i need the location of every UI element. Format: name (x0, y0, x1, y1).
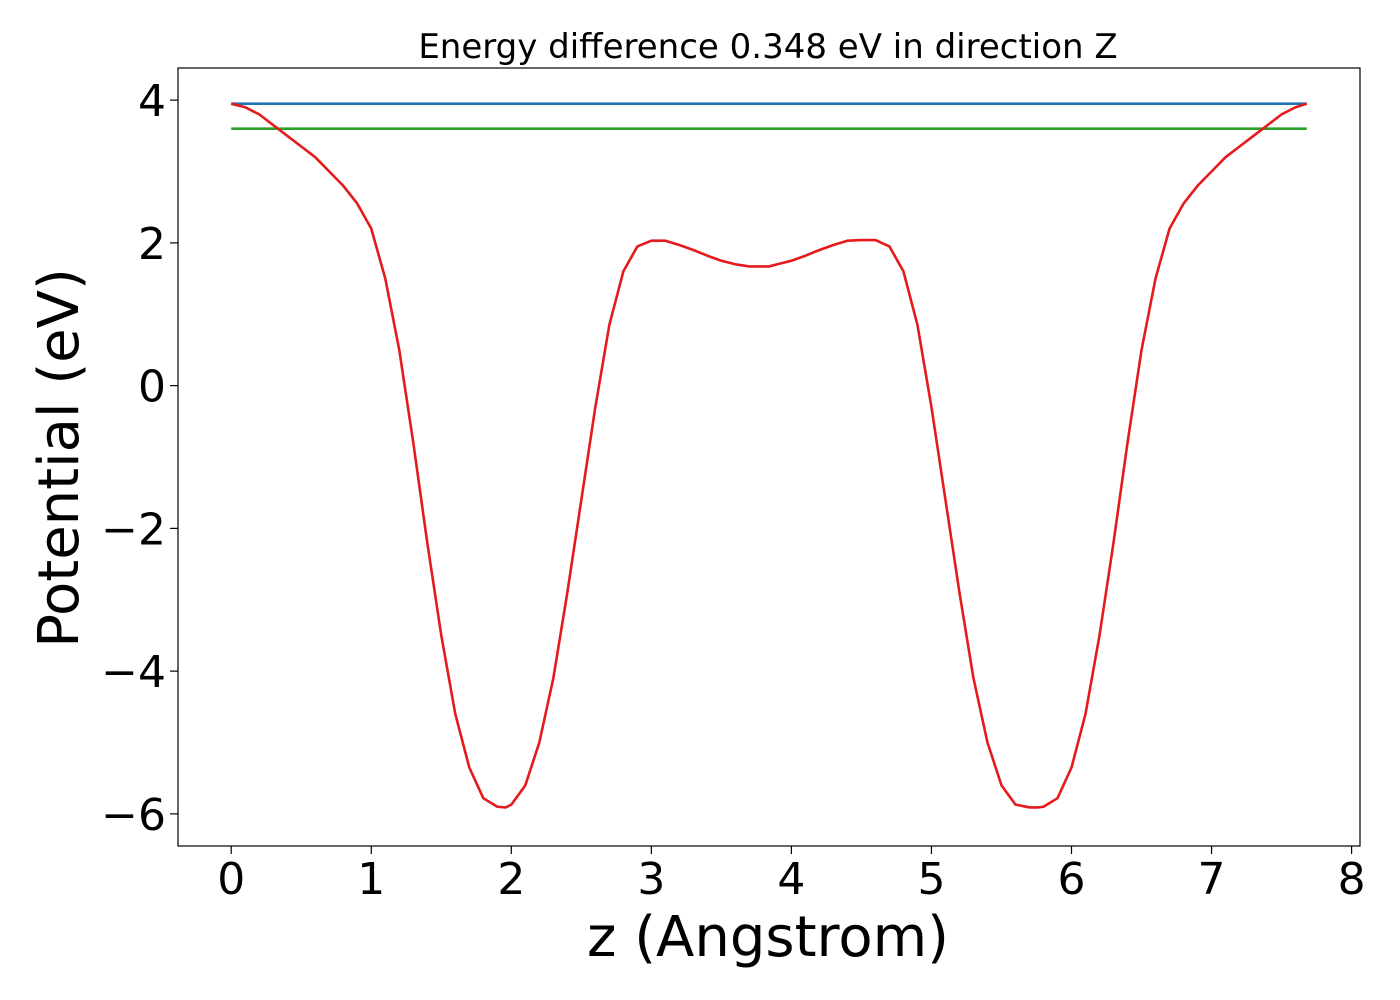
x-tick-label: 2 (497, 854, 525, 905)
x-axis-label: z (Angstrom) (587, 905, 949, 970)
chart-title: Energy difference 0.348 eV in direction … (418, 27, 1117, 67)
y-tick-label: −4 (101, 647, 166, 698)
x-tick-label: 4 (777, 854, 805, 905)
x-axis-ticks: 0 1 2 3 4 5 6 7 8 (217, 846, 1366, 905)
series-layer (230, 102, 1308, 809)
y-tick-label: 2 (138, 219, 166, 270)
y-axis-label: Potential (eV) (27, 268, 92, 648)
x-tick-label: 6 (1058, 854, 1086, 905)
plot-frame (177, 67, 1361, 847)
x-tick-label: 3 (637, 854, 665, 905)
x-tick-label: 5 (917, 854, 945, 905)
y-tick-label: −6 (101, 790, 166, 841)
y-axis-ticks: −6 −4 −2 0 2 4 (101, 76, 178, 841)
x-tick-label: 7 (1198, 854, 1226, 905)
x-tick-label: 1 (357, 854, 385, 905)
y-tick-label: −2 (101, 504, 166, 555)
y-tick-label: 0 (138, 362, 166, 413)
x-tick-label: 8 (1338, 854, 1366, 905)
y-tick-label: 4 (138, 76, 166, 127)
x-tick-label: 0 (217, 854, 245, 905)
series-line-2 (230, 102, 1308, 809)
